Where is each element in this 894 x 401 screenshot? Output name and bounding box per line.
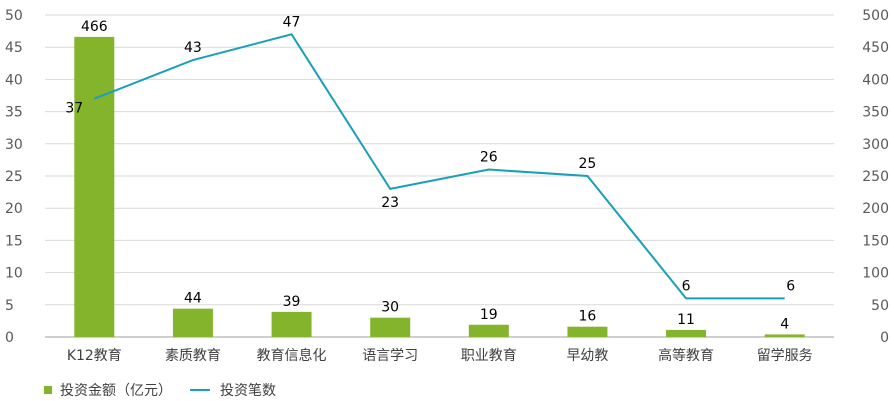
left-axis-tick: 5 [5,298,14,314]
category-label: K12教育 [67,348,122,364]
bar [666,329,707,337]
category-label: 高等教育 [658,347,714,364]
left-axis-tick: 30 [5,137,23,153]
bar [172,308,213,337]
bar-series-investment-amount: 466 44 39 30 19 16 11 4 [74,19,805,338]
category-label: 职业教育 [461,348,517,364]
bar-value-label: 4 [780,316,789,332]
left-axis-tick: 45 [5,40,23,56]
line-value-label: 6 [682,278,691,294]
left-axis-tick: 25 [5,169,23,185]
deal-count-line [93,33,785,300]
right-axis-tick: 100 [862,266,889,282]
bar-value-label: 30 [381,300,399,316]
category-label: 语言学习 [362,348,418,364]
right-axis-tick: 300 [862,137,889,153]
bar [271,311,312,337]
left-axis-ticks: 0 5 10 15 20 25 30 35 40 45 50 [5,8,23,346]
left-axis-tick: 15 [5,233,23,249]
legend-bar-swatch-icon [44,386,52,394]
line-series-deal-count: 37 43 47 23 26 25 6 6 [65,14,795,300]
right-axis-tick: 0 [880,330,889,346]
legend-item-count: 投资笔数 [190,380,276,400]
left-axis-tick: 10 [5,266,23,282]
right-axis-tick: 150 [862,233,889,249]
bar-value-label: 44 [184,291,202,307]
bar [567,326,608,337]
line-value-label: 26 [480,150,498,166]
right-axis-tick: 400 [862,72,889,88]
category-label: 早幼教 [566,348,608,364]
bar [764,334,805,337]
left-axis-tick: 0 [5,330,14,346]
line-value-label: 43 [184,40,202,56]
line-value-label: 23 [381,195,399,211]
bar-value-label: 16 [579,309,597,325]
gridlines [45,14,834,338]
legend-line-swatch-icon [190,389,210,391]
bar-value-label: 19 [480,307,498,323]
category-label: 教育信息化 [257,347,327,364]
legend-item-amount: 投资金额（亿元） [44,380,172,400]
right-axis-tick: 500 [862,8,889,24]
category-axis-labels: K12教育 素质教育 教育信息化 语言学习 职业教育 早幼教 高等教育 留学服务 [67,347,813,364]
bar-value-label: 466 [81,19,108,35]
legend-label-amount: 投资金额（亿元） [60,383,172,399]
line-value-label: 47 [283,14,301,30]
bar [468,324,509,337]
right-axis-tick: 450 [862,40,889,56]
left-axis-tick: 50 [5,8,23,24]
category-label: 留学服务 [757,348,813,364]
bar [74,36,115,338]
bar-value-label: 11 [677,312,695,328]
right-axis-tick: 350 [862,105,889,121]
line-value-label: 37 [65,101,83,117]
bar [370,317,411,337]
left-axis-tick: 20 [5,201,23,217]
left-axis-tick: 35 [5,105,23,121]
category-label: 素质教育 [165,348,221,364]
line-value-label: 25 [579,156,597,172]
legend: 投资金额（亿元） 投资笔数 [44,380,294,400]
legend-label-count: 投资笔数 [220,383,276,399]
right-axis-tick: 200 [862,201,889,217]
right-axis-tick: 250 [862,169,889,185]
line-value-label: 6 [786,278,795,294]
right-axis-tick: 50 [871,298,889,314]
left-axis-tick: 40 [5,72,23,88]
right-axis-ticks: 0 50 100 150 200 250 300 350 400 450 500 [862,8,889,346]
bar-value-label: 39 [283,294,301,310]
